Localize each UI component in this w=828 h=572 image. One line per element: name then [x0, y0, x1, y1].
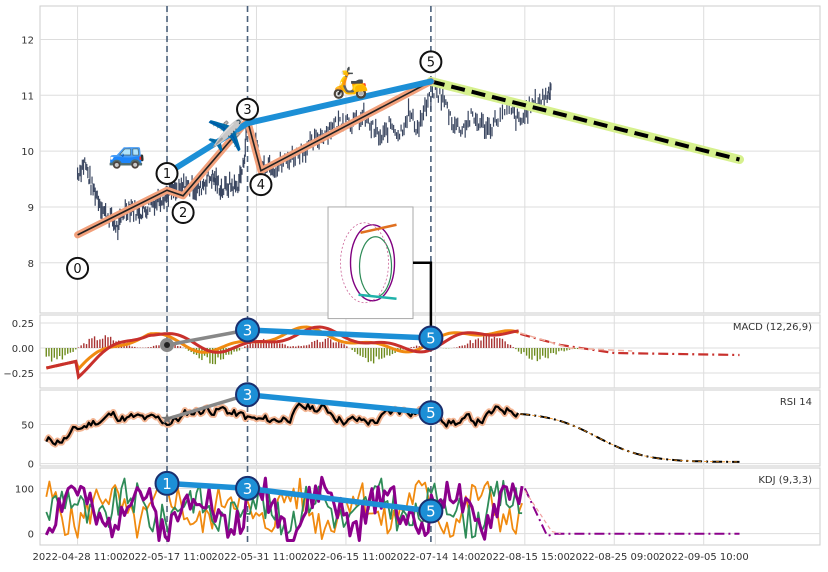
macd-divergence-gray: [166, 328, 248, 347]
wave-label-4: 4: [249, 173, 273, 197]
rsi-label: RSI 14: [780, 397, 812, 408]
inset-sketch: [340, 222, 389, 304]
x-tick-label: 2022-04-28 11:00: [33, 552, 123, 563]
macd-divergence-dot-center: [164, 342, 171, 348]
wave-label-circle: [66, 256, 90, 280]
trend-line: [164, 78, 434, 177]
wave-label-circle: [249, 173, 273, 197]
rsi-ytick-label: 0: [28, 460, 34, 471]
kdj-projection: [523, 487, 740, 538]
kdj-projection-overlay: [524, 490, 561, 535]
inset-sketch: [358, 293, 397, 301]
rsi-ytick-label: 50: [21, 420, 34, 431]
macd-marker-3: 3: [235, 317, 261, 343]
airplane-icon: ✈️: [206, 117, 243, 154]
panel-rsi: 0 50 RSI 14: [21, 389, 821, 471]
car-icon: 🚙: [108, 135, 145, 170]
kdj-marker-text: 5: [426, 503, 436, 521]
kdj-marker-3: 3: [235, 475, 261, 501]
wave-label-text: 1: [163, 167, 171, 182]
macd-marker-5: 5: [418, 325, 444, 351]
x-tick-label: 2022-08-25 09:00: [569, 552, 659, 563]
rsi-marker-circle: [418, 400, 444, 426]
wave-line: [77, 80, 432, 236]
price-ytick-label: 12: [21, 35, 34, 46]
kdj-j-line: [44, 475, 524, 542]
macd-marker-text: 3: [243, 322, 253, 340]
rsi-divergence-star: ★: [160, 409, 174, 428]
scooter-icon: 🛵: [332, 66, 369, 101]
rsi-projection-overlay: [520, 413, 740, 463]
macd-ytick-label: −0.25: [3, 369, 34, 380]
rsi-marker-circle: [235, 382, 261, 408]
kdj-ytick-label: 100: [15, 484, 34, 495]
price-ytick-label: 8: [28, 259, 34, 270]
wave-label-text: 0: [73, 262, 81, 277]
wave-label-text: 2: [179, 206, 187, 221]
kdj-marker-circle: [235, 475, 261, 501]
rsi-divergence-blue: [244, 391, 434, 416]
macd-divergence-blue: [244, 327, 434, 341]
macd-label: MACD (12,26,9): [733, 322, 812, 333]
kdj-marker-5: 5: [418, 498, 444, 524]
wave-label-text: 5: [427, 55, 435, 70]
kdj-marker-circle: [154, 470, 180, 496]
price-ytick-label: 10: [21, 147, 34, 158]
rsi-marker-3: 3: [235, 382, 261, 408]
kdj-series: [44, 475, 740, 542]
macd-ytick-label: 0.25: [12, 319, 34, 330]
x-axis: 2022-04-28 11:00 2022-05-17 11:00 2022-05-…: [33, 552, 749, 563]
rsi-marker-text: 3: [243, 386, 253, 404]
kdj-marker-text: 1: [162, 475, 172, 493]
kdj-label: KDJ (9,3,3): [758, 475, 812, 486]
x-tick-label: 2022-08-15 15:00: [480, 552, 570, 563]
wave-label-3: 3: [236, 97, 260, 121]
wave-label-circle: [155, 161, 179, 185]
x-tick-label: 2022-07-14 14:00: [390, 552, 480, 563]
wave-label-text: 4: [257, 178, 265, 193]
macd-marker-text: 5: [426, 330, 436, 348]
wave-label-2: 2: [171, 201, 195, 225]
projection-line: [430, 79, 740, 162]
wave-label-circle: [171, 201, 195, 225]
macd-marker-circle: [235, 317, 261, 343]
kdj-marker-1: 1: [154, 470, 180, 496]
kdj-ytick-label: 0: [28, 530, 34, 541]
wave-label-circle: [236, 97, 260, 121]
inset-connector: [413, 261, 433, 326]
macd-signal-projection: [520, 332, 633, 352]
wave-label-5: 5: [419, 50, 443, 74]
price-ytick-label: 11: [21, 91, 34, 102]
kdj-divergence: 1 3 5: [154, 470, 444, 524]
kdj-k-line: [45, 477, 523, 540]
kdj-marker-circle: [418, 498, 444, 524]
inset-figure: [327, 206, 414, 320]
x-tick-label: 2022-05-17 11:00: [122, 552, 212, 563]
rsi-marker-5: 5: [418, 400, 444, 426]
x-tick-label: 2022-09-05 10:00: [659, 552, 749, 563]
macd-marker-circle: [418, 325, 444, 351]
kdj-marker-text: 3: [243, 480, 253, 498]
rsi-marker-text: 5: [426, 404, 436, 422]
rsi-divergence: ★ 3 5: [160, 382, 444, 428]
macd-ytick-label: 0.00: [12, 344, 34, 355]
price-ytick-label: 9: [28, 203, 34, 214]
wave-label-1: 1: [155, 161, 179, 185]
wave-label-text: 3: [243, 103, 251, 118]
wave-label-0: 0: [66, 256, 90, 280]
x-tick-label: 2022-05-31 11:00: [211, 552, 301, 563]
rsi-divergence-gray: [166, 393, 249, 421]
x-tick-label: 2022-06-15 11:00: [301, 552, 391, 563]
inset-sketch: [360, 223, 397, 234]
wave-label-circle: [419, 50, 443, 74]
